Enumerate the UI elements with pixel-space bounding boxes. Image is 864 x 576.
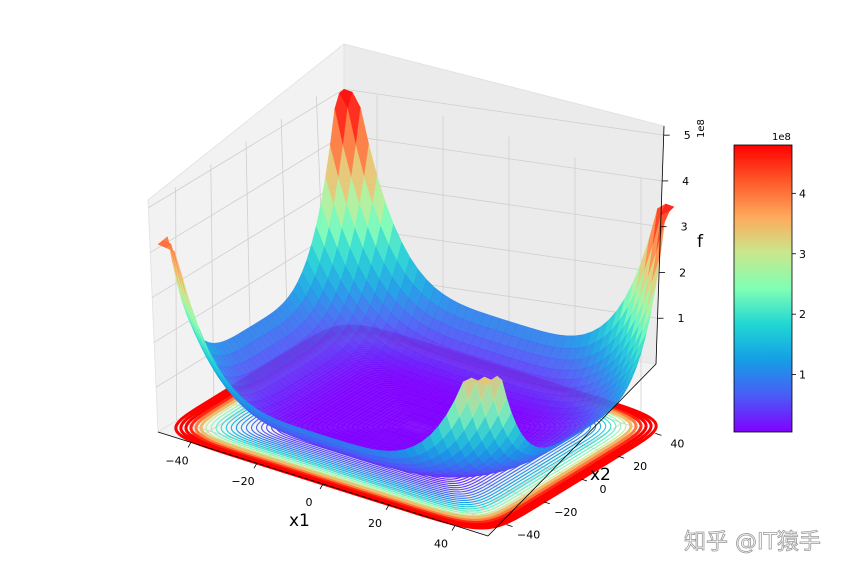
colorbar-tick-label: 3 — [799, 248, 806, 261]
surface-plot — [157, 88, 675, 478]
y-tick-label: 40 — [670, 437, 684, 450]
z-tick-label: 2 — [679, 266, 686, 279]
x-tick-label: −20 — [231, 475, 254, 488]
x-axis-label: x1 — [289, 511, 310, 531]
z-tick-label: 3 — [681, 221, 688, 234]
x-tick — [319, 483, 324, 490]
y-axis-label: x2 — [590, 465, 611, 485]
colorbar-gradient — [733, 144, 793, 433]
y-axis-line — [487, 363, 657, 537]
colorbar-tick-label: 2 — [799, 308, 806, 321]
z-tick-label: 4 — [682, 175, 689, 188]
colorbar-offset-label: 1e8 — [772, 132, 791, 143]
colorbar-tick-label: 1 — [799, 369, 806, 382]
y-tick — [580, 478, 588, 482]
x-tick — [451, 525, 456, 531]
z-tick-label: 1 — [678, 312, 685, 325]
x-tick — [187, 442, 192, 448]
z-tick-label: 5 — [684, 129, 691, 142]
z-axis-label: f — [697, 232, 704, 252]
x-tick-label: 20 — [368, 517, 382, 530]
colorbar-tick-label: 4 — [799, 187, 806, 200]
tick-marks: −40 −20 0 20 40 −40 −20 0 20 40 1 2 3 4 5 — [165, 129, 690, 550]
y-tick-label: 20 — [633, 460, 647, 473]
colorbar-ticks: 1 2 3 4 — [792, 187, 806, 382]
y-tick — [618, 455, 625, 459]
z-offset-label: 1e8 — [696, 119, 707, 138]
x-tick — [385, 504, 390, 511]
y-tick-label: 0 — [600, 483, 607, 496]
y-tick — [506, 524, 513, 527]
y-tick-label: −40 — [517, 529, 540, 542]
surface-patch — [479, 376, 493, 386]
watermark: 知乎 @IT猿手 — [684, 530, 821, 555]
colorbar: 1 2 3 4 1e8 — [733, 132, 806, 433]
x-tick — [253, 462, 258, 469]
y-tick — [543, 501, 550, 505]
y-tick — [655, 433, 662, 436]
z-axis-line — [655, 125, 665, 365]
x-tick-label: 0 — [306, 496, 313, 509]
x-tick-label: 40 — [434, 538, 448, 551]
y-gridline-left — [175, 187, 178, 421]
y-tick-label: −20 — [554, 506, 577, 519]
x-tick-label: −40 — [165, 454, 188, 467]
